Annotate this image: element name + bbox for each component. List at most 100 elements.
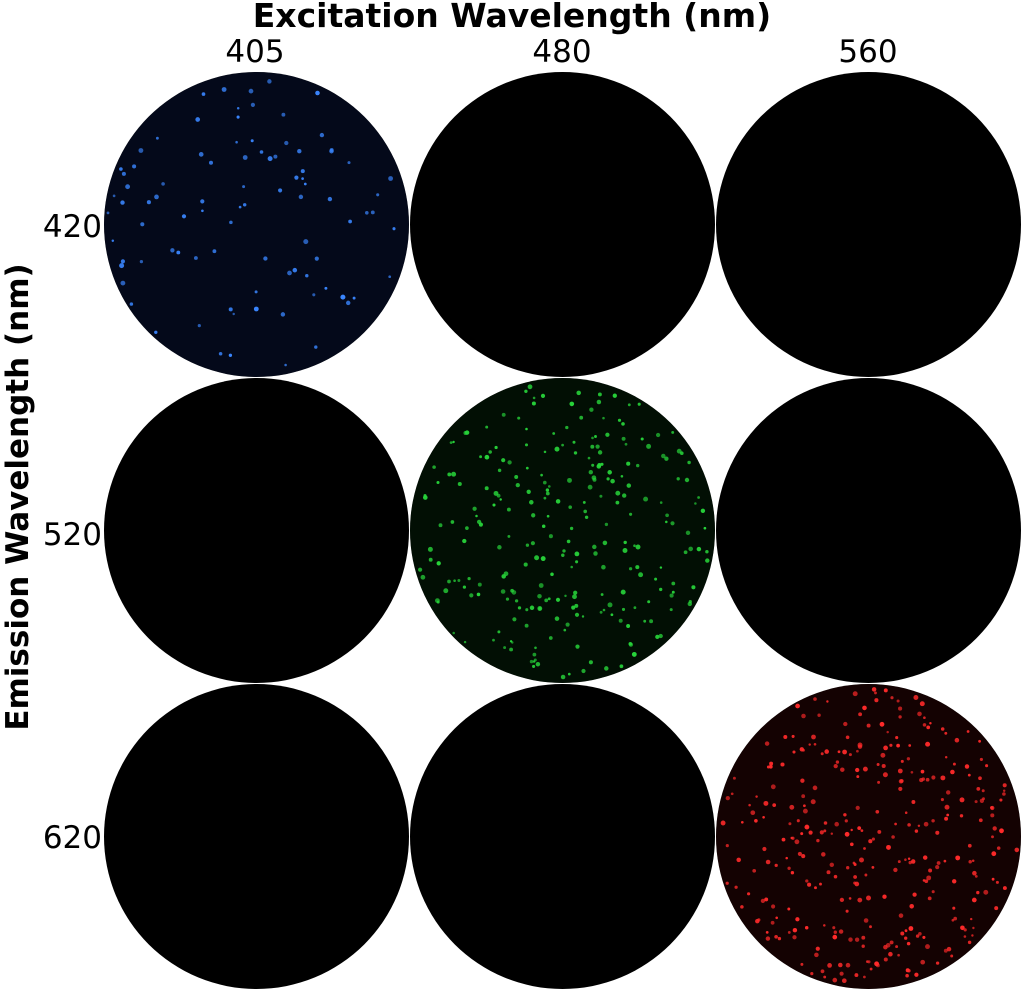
fluorescent-spot <box>954 737 960 743</box>
fluorescent-spot <box>565 425 569 430</box>
fluorescent-spot <box>854 937 860 942</box>
fluorescent-spot <box>921 777 926 781</box>
fluorescent-spot <box>600 593 604 596</box>
fluorescent-spot <box>517 416 521 420</box>
fluorescent-spot <box>849 842 854 847</box>
fluorescent-spot <box>857 826 862 830</box>
fluorescent-spot <box>871 687 877 692</box>
fluorescent-spot <box>907 969 911 973</box>
fluorescent-spot <box>467 576 471 581</box>
fluorescent-spot <box>981 789 985 793</box>
fluorescent-spot <box>438 523 443 528</box>
fluorescent-spot <box>370 210 375 215</box>
fluorescent-spot <box>314 256 319 261</box>
fluorescent-spot <box>427 546 433 552</box>
fluorescent-spot <box>833 930 837 934</box>
fluorescent-spot <box>635 565 640 570</box>
excitation-label-405: 405 <box>225 34 285 70</box>
fluorescent-spot <box>765 931 769 934</box>
fluorescent-spot <box>254 290 258 294</box>
fluorescent-spot <box>659 566 663 569</box>
fluorescent-spot <box>874 691 877 695</box>
fluorescent-spot <box>563 628 567 632</box>
fluorescent-spot <box>669 608 673 612</box>
fluorescent-spot <box>991 877 995 881</box>
fluorescent-spot <box>979 757 983 761</box>
fluorescent-spot <box>499 498 502 501</box>
fluorescent-spot <box>218 352 223 356</box>
fluorescent-spot <box>898 786 903 791</box>
fluorescent-spot <box>555 597 561 602</box>
fluorescent-spot <box>457 579 461 582</box>
fluorescent-spot <box>595 444 600 449</box>
fluorescent-spot <box>944 731 948 735</box>
fluorescent-spot <box>740 820 744 824</box>
fluorescent-spot <box>799 747 804 752</box>
fluorescent-spot <box>647 600 651 604</box>
fluorescent-spot <box>281 112 286 117</box>
fluorescent-spot <box>730 792 734 796</box>
fluorescent-spot <box>208 160 214 165</box>
fluorescent-spot <box>562 549 566 553</box>
fluorescent-spot <box>392 227 396 231</box>
fluorescent-spot <box>155 136 159 140</box>
fluorescent-spot <box>573 451 578 455</box>
fluorescent-spot <box>794 839 800 845</box>
fluorescent-spot <box>626 483 632 488</box>
fluorescent-spot <box>762 846 767 852</box>
fluorescent-spot <box>720 820 726 826</box>
well-background-glow <box>104 72 409 377</box>
fluorescent-spot <box>111 239 115 243</box>
fluorescent-spot <box>813 742 817 746</box>
fluorescent-spot <box>635 544 641 550</box>
fluorescent-spot <box>298 194 304 200</box>
fluorescent-spot <box>703 526 707 530</box>
fluorescent-spot <box>612 393 617 398</box>
fluorescent-spot <box>447 472 452 477</box>
fluorescent-spot <box>567 477 572 483</box>
fluorescent-spot <box>529 605 535 611</box>
fluorescent-spot <box>620 589 626 595</box>
fluorescent-spot <box>805 879 809 883</box>
fluorescent-spot <box>792 927 798 933</box>
fluorescent-spot <box>618 618 623 623</box>
fluorescent-spot <box>576 390 581 396</box>
fluorescent-spot <box>120 200 125 205</box>
fluorescent-spot <box>842 749 847 755</box>
fluorescent-spot <box>278 188 283 193</box>
fluorescent-spot <box>594 435 597 438</box>
fluorescent-spot <box>810 971 814 976</box>
fluorescent-spot <box>814 886 817 890</box>
fluorescent-spot <box>139 259 144 264</box>
fluorescent-spot <box>597 450 603 455</box>
fluorescent-spot <box>637 402 641 406</box>
fluorescent-spot <box>900 931 905 936</box>
fluorescent-spot <box>801 854 806 859</box>
fluorescent-spot <box>787 907 791 911</box>
fluorescent-spot <box>832 926 836 930</box>
fluorescent-spot <box>670 521 675 526</box>
fluorescent-spot <box>659 587 663 592</box>
fluorescent-spot <box>464 430 470 435</box>
fluorescent-spot <box>974 800 978 804</box>
fluorescent-spot <box>845 962 851 968</box>
fluorescent-spot <box>654 577 658 581</box>
fluorescent-spot <box>740 905 744 909</box>
fluorescent-spot <box>665 520 668 524</box>
fluorescent-spot <box>856 749 859 753</box>
fluorescent-spot <box>927 896 932 901</box>
fluorescent-spot <box>574 603 579 608</box>
fluorescent-spot <box>863 975 866 979</box>
fluorescent-spot <box>119 263 125 269</box>
fluorescent-spot <box>564 594 567 598</box>
fluorescent-spot <box>795 917 800 922</box>
fluorescent-spot <box>917 824 921 828</box>
fluorescent-spot <box>848 937 853 942</box>
well-ex480-em520 <box>410 378 715 683</box>
fluorescent-spot <box>803 804 806 808</box>
fluorescent-spot <box>599 494 603 498</box>
fluorescent-spot <box>780 762 785 767</box>
fluorescent-spot <box>978 739 982 743</box>
fluorescent-spot <box>857 744 863 749</box>
fluorescent-spot <box>866 895 871 901</box>
